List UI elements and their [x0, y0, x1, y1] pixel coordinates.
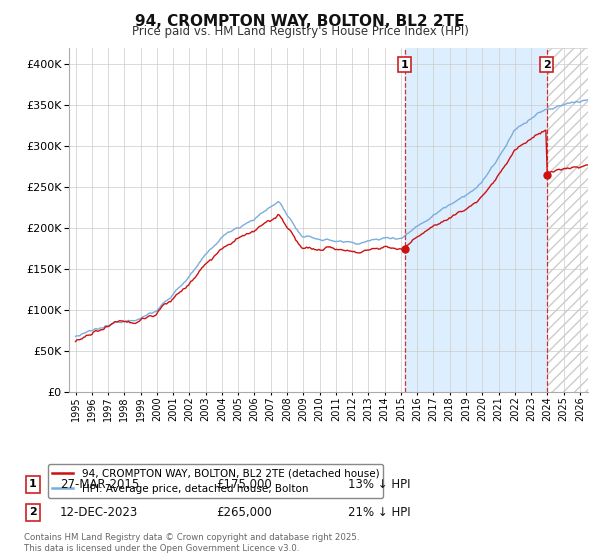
Bar [547, 48, 588, 392]
Text: £175,000: £175,000 [216, 478, 272, 491]
Text: £265,000: £265,000 [216, 506, 272, 519]
Text: 1: 1 [401, 60, 409, 69]
Text: 1: 1 [29, 479, 37, 489]
Text: 2: 2 [29, 507, 37, 517]
Bar [547, 48, 588, 392]
Text: Contains HM Land Registry data © Crown copyright and database right 2025.
This d: Contains HM Land Registry data © Crown c… [24, 533, 359, 553]
Text: Price paid vs. HM Land Registry's House Price Index (HPI): Price paid vs. HM Land Registry's House … [131, 25, 469, 38]
Text: 12-DEC-2023: 12-DEC-2023 [60, 506, 138, 519]
Text: 2: 2 [542, 60, 550, 69]
Text: 94, CROMPTON WAY, BOLTON, BL2 2TE: 94, CROMPTON WAY, BOLTON, BL2 2TE [135, 14, 465, 29]
Bar [404, 48, 547, 392]
Text: 27-MAR-2015: 27-MAR-2015 [60, 478, 139, 491]
Legend: 94, CROMPTON WAY, BOLTON, BL2 2TE (detached house), HPI: Average price, detached: 94, CROMPTON WAY, BOLTON, BL2 2TE (detac… [48, 464, 383, 498]
Text: 21% ↓ HPI: 21% ↓ HPI [348, 506, 410, 519]
Text: 13% ↓ HPI: 13% ↓ HPI [348, 478, 410, 491]
